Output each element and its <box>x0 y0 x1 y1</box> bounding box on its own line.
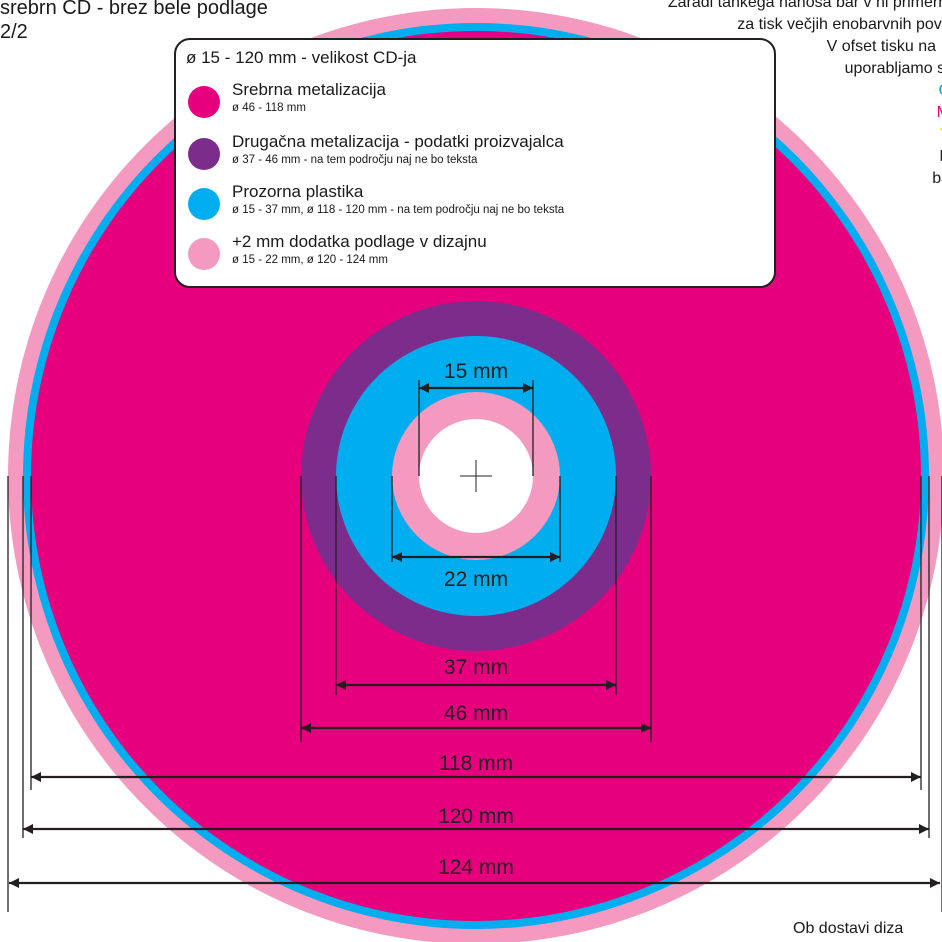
dim-124-label: 124 mm <box>438 856 514 879</box>
legend-item-label: Srebrna metalizacija <box>232 80 387 99</box>
dim-37-label: 37 mm <box>444 656 508 679</box>
legend-swatch <box>188 86 220 118</box>
legend-item-sub: ø 37 - 46 mm - na tem področju naj ne bo… <box>232 154 478 166</box>
page-title: srebrn CD - brez bele podlage <box>0 0 268 19</box>
legend-item-sub: ø 46 - 118 mm <box>232 102 306 114</box>
legend-swatch <box>188 138 220 170</box>
dim-15-label: 15 mm <box>444 360 508 383</box>
legend-item-sub: ø 15 - 37 mm, ø 118 - 120 mm - na tem po… <box>232 204 565 216</box>
legend-item-label: Prozorna plastika <box>232 182 364 201</box>
dim-22-label: 22 mm <box>444 568 508 591</box>
dim-118-label: 118 mm <box>439 752 513 775</box>
legend-box: ø 15 - 120 mm - velikost CD-ja Srebrna m… <box>174 38 776 288</box>
dimension-arrows <box>9 383 940 888</box>
cmyk-m: M <box>522 102 942 124</box>
cmyk-line: CMYK ba <box>522 80 942 190</box>
dim-120-label: 120 mm <box>438 805 514 828</box>
legend-swatch <box>188 188 220 220</box>
printing-note-line-2: za tisk večjih enobarvnih povrn <box>737 16 942 33</box>
cmyk-y: Y <box>522 124 942 146</box>
legend-item-sub: ø 15 - 22 mm, ø 120 - 124 mm <box>232 254 388 266</box>
legend-item-label: Drugačna metalizacija - podatki proizvaj… <box>232 132 564 151</box>
delivery-note: Ob dostavi diza <box>793 920 904 937</box>
legend-item-label: +2 mm dodatka podlage v dizajnu <box>232 232 487 251</box>
legend-title: ø 15 - 120 mm - velikost CD-ja <box>186 48 417 67</box>
legend-swatch <box>188 238 220 270</box>
printing-note-line-1: Zaradi tankega nanosa bar v ni primerna <box>667 0 942 11</box>
page-number: 2/2 <box>0 21 28 43</box>
extension-lines <box>7 380 942 912</box>
dim-46-label: 46 mm <box>444 702 508 725</box>
center-crosshair <box>460 460 492 492</box>
cmyk-c: C <box>522 80 942 102</box>
printing-note: Zaradi tankega nanosa bar v ni primerna … <box>522 0 942 190</box>
cmyk-k: K <box>522 146 942 168</box>
printing-note-line-4: uporabljamo sa <box>844 60 942 77</box>
cmyk-suffix: ba <box>932 170 942 187</box>
printing-note-line-3: V ofset tisku na <box>826 38 936 55</box>
